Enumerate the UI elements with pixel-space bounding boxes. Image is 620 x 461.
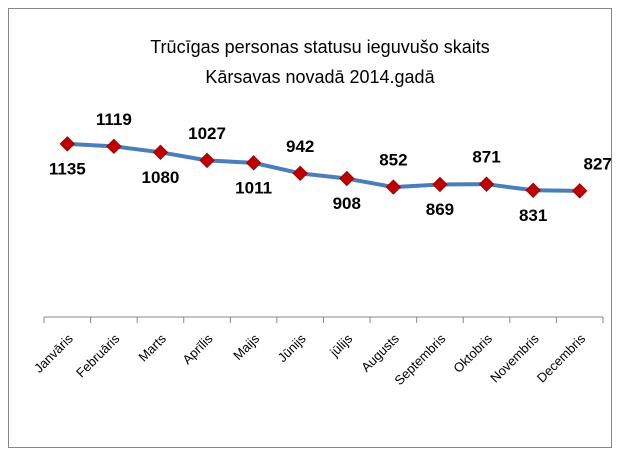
- marker: [292, 165, 308, 182]
- data-label: 869: [426, 200, 454, 219]
- marker: [106, 138, 122, 155]
- marker: [572, 183, 588, 199]
- marker: [339, 170, 355, 187]
- marker: [199, 152, 215, 169]
- marker: [525, 182, 541, 198]
- chart-border: [8, 8, 612, 448]
- data-label: 1119: [96, 110, 132, 129]
- marker: [432, 176, 448, 193]
- data-label: 1027: [188, 124, 226, 143]
- marker: [152, 144, 169, 161]
- chart-title: Trūcīgas personas statusu ieguvušo skait…: [150, 37, 490, 57]
- data-label: 1080: [142, 168, 180, 187]
- marker: [59, 136, 75, 152]
- marker: [478, 176, 495, 192]
- data-label: 827: [584, 154, 612, 173]
- marker: [385, 179, 402, 195]
- data-label: 871: [472, 148, 500, 167]
- data-label: 942: [286, 137, 314, 156]
- marker: [245, 155, 262, 171]
- line: [67, 141, 580, 193]
- data-label: 1135: [49, 159, 86, 178]
- data-label: 908: [333, 194, 361, 213]
- data-label: 852: [379, 151, 407, 170]
- data-label: 1011: [235, 178, 272, 197]
- data-label: 831: [519, 206, 547, 225]
- chart-title: Kārsavas novadā 2014.gadā: [205, 67, 435, 87]
